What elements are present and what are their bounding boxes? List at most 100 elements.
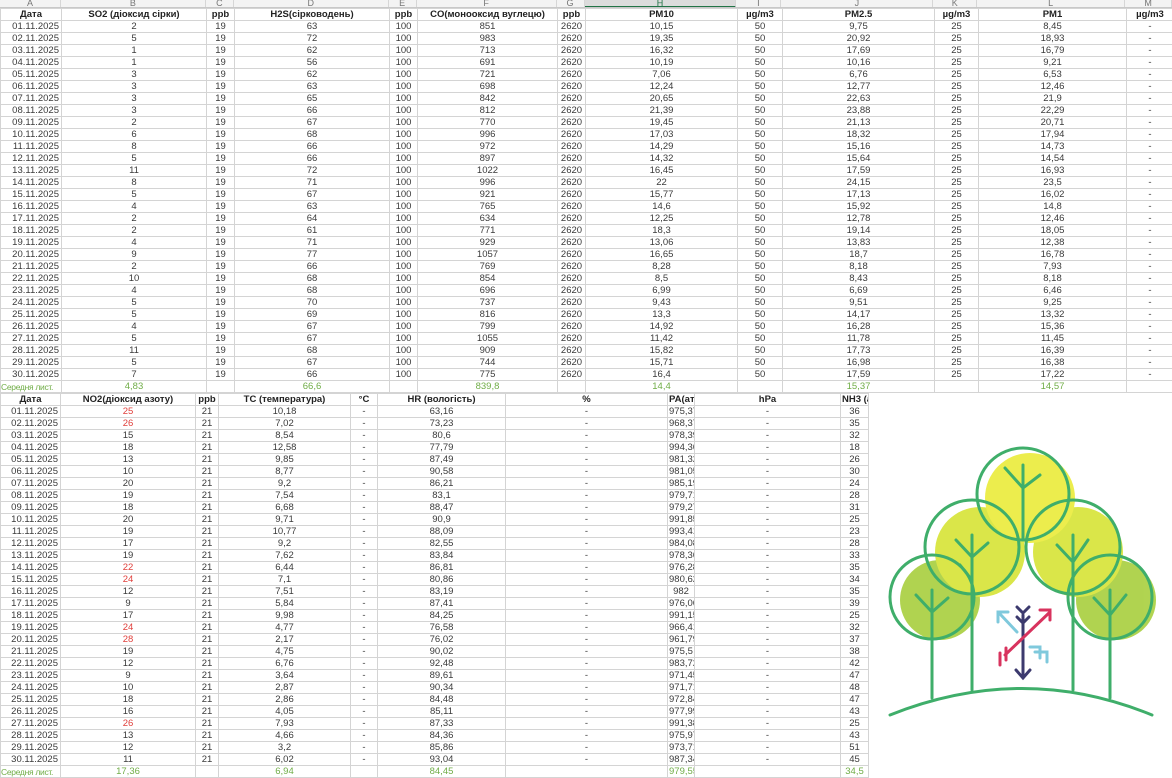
value-cell[interactable]: 7,93 xyxy=(978,260,1127,273)
value-cell[interactable]: 21 xyxy=(195,441,219,454)
value-cell[interactable]: 51 xyxy=(840,741,869,754)
value-cell[interactable]: - xyxy=(694,501,841,514)
value-cell[interactable]: 2620 xyxy=(557,32,586,45)
value-cell[interactable]: 19 xyxy=(206,92,235,105)
value-cell[interactable]: 9 xyxy=(61,248,207,261)
value-cell[interactable]: 18 xyxy=(60,693,196,706)
value-cell[interactable]: - xyxy=(350,549,378,562)
value-cell[interactable]: - xyxy=(505,417,668,430)
value-cell[interactable]: 2,17 xyxy=(218,633,351,646)
value-cell[interactable]: 25 xyxy=(934,344,979,357)
value-cell[interactable]: 987,34 xyxy=(667,753,695,766)
value-cell[interactable]: 19 xyxy=(206,272,235,285)
value-cell[interactable]: 5 xyxy=(61,332,207,345)
value-cell[interactable]: 2620 xyxy=(557,128,586,141)
value-cell[interactable]: 18,3 xyxy=(585,224,738,237)
value-cell[interactable]: 30 xyxy=(840,465,869,478)
value-cell[interactable]: 25 xyxy=(934,260,979,273)
value-cell[interactable]: - xyxy=(350,597,378,610)
value-cell[interactable]: 18,32 xyxy=(782,128,935,141)
value-cell[interactable]: 25 xyxy=(840,513,869,526)
value-cell[interactable]: 2 xyxy=(61,260,207,273)
value-cell[interactable]: 976,28 xyxy=(667,561,695,574)
value-cell[interactable]: 5 xyxy=(61,356,207,369)
date-cell[interactable]: 16.11.2025 xyxy=(0,200,62,213)
value-cell[interactable]: 6,69 xyxy=(782,284,935,297)
column-letter-m[interactable]: M xyxy=(1125,0,1172,7)
date-cell[interactable]: 04.11.2025 xyxy=(0,56,62,69)
value-cell[interactable]: 16 xyxy=(60,705,196,718)
value-cell[interactable]: - xyxy=(694,573,841,586)
value-cell[interactable]: 9,2 xyxy=(218,537,351,550)
value-cell[interactable]: 2620 xyxy=(557,176,586,189)
date-cell[interactable]: 05.11.2025 xyxy=(0,453,61,466)
value-cell[interactable]: 15,64 xyxy=(782,152,935,165)
value-cell[interactable]: 90,9 xyxy=(377,513,506,526)
value-cell[interactable]: - xyxy=(694,549,841,562)
value-cell[interactable]: - xyxy=(694,477,841,490)
value-cell[interactable]: 7,02 xyxy=(218,417,351,430)
date-cell[interactable]: 12.11.2025 xyxy=(0,152,62,165)
value-cell[interactable]: 25 xyxy=(934,140,979,153)
empty-cell[interactable] xyxy=(737,380,783,393)
value-cell[interactable]: 50 xyxy=(737,332,783,345)
value-cell[interactable]: 21 xyxy=(195,561,219,574)
value-cell[interactable]: 32 xyxy=(840,621,869,634)
value-cell[interactable]: - xyxy=(1126,248,1172,261)
value-cell[interactable]: 9,71 xyxy=(218,513,351,526)
value-cell[interactable]: 21 xyxy=(195,525,219,538)
value-cell[interactable]: 19 xyxy=(206,200,235,213)
value-cell[interactable]: 19 xyxy=(206,212,235,225)
value-cell[interactable]: - xyxy=(1126,308,1172,321)
value-cell[interactable]: 7 xyxy=(61,368,207,381)
value-cell[interactable]: 19 xyxy=(206,332,235,345)
column-letter-c[interactable]: C xyxy=(206,0,234,7)
value-cell[interactable]: 2620 xyxy=(557,332,586,345)
value-cell[interactable]: 21 xyxy=(195,453,219,466)
value-cell[interactable]: 9,51 xyxy=(782,296,935,309)
date-cell[interactable]: 08.11.2025 xyxy=(0,104,62,117)
value-cell[interactable]: - xyxy=(505,453,668,466)
column-header[interactable]: PA(атмосферний тиск) xyxy=(667,393,695,406)
value-cell[interactable]: 19 xyxy=(206,176,235,189)
value-cell[interactable]: 9,2 xyxy=(218,477,351,490)
value-cell[interactable]: 4,05 xyxy=(218,705,351,718)
value-cell[interactable]: 2620 xyxy=(557,272,586,285)
value-cell[interactable]: 14,32 xyxy=(585,152,738,165)
date-cell[interactable]: 20.11.2025 xyxy=(0,248,62,261)
value-cell[interactable]: 2620 xyxy=(557,224,586,237)
value-cell[interactable]: 16,32 xyxy=(585,44,738,57)
value-cell[interactable]: 62 xyxy=(234,68,390,81)
empty-cell[interactable] xyxy=(557,380,586,393)
value-cell[interactable]: 15,92 xyxy=(782,200,935,213)
value-cell[interactable]: 25 xyxy=(934,212,979,225)
value-cell[interactable]: 8 xyxy=(61,140,207,153)
value-cell[interactable]: - xyxy=(505,585,668,598)
value-cell[interactable]: 2620 xyxy=(557,164,586,177)
value-cell[interactable]: - xyxy=(1126,368,1172,381)
value-cell[interactable]: 11 xyxy=(60,753,196,766)
value-cell[interactable]: 100 xyxy=(389,368,418,381)
value-cell[interactable]: 971,71 xyxy=(667,681,695,694)
value-cell[interactable]: 12,78 xyxy=(782,212,935,225)
value-cell[interactable]: 19,14 xyxy=(782,224,935,237)
value-cell[interactable]: - xyxy=(694,465,841,478)
date-cell[interactable]: 06.11.2025 xyxy=(0,80,62,93)
value-cell[interactable]: 23 xyxy=(840,525,869,538)
value-cell[interactable]: 20,92 xyxy=(782,32,935,45)
value-cell[interactable]: 2 xyxy=(61,116,207,129)
column-header[interactable]: ppb xyxy=(206,8,235,21)
value-cell[interactable]: - xyxy=(350,513,378,526)
column-header[interactable]: µg/m3 xyxy=(934,8,979,21)
column-letter-k[interactable]: K xyxy=(933,0,978,7)
value-cell[interactable]: 11 xyxy=(61,344,207,357)
value-cell[interactable]: 50 xyxy=(737,344,783,357)
value-cell[interactable]: - xyxy=(1126,128,1172,141)
value-cell[interactable]: 19 xyxy=(206,224,235,237)
value-cell[interactable]: 15,77 xyxy=(585,188,738,201)
column-header[interactable]: Дата xyxy=(0,393,61,406)
value-cell[interactable]: 6,44 xyxy=(218,561,351,574)
value-cell[interactable]: 980,62 xyxy=(667,573,695,586)
value-cell[interactable]: 7,62 xyxy=(218,549,351,562)
value-cell[interactable]: 22,29 xyxy=(978,104,1127,117)
